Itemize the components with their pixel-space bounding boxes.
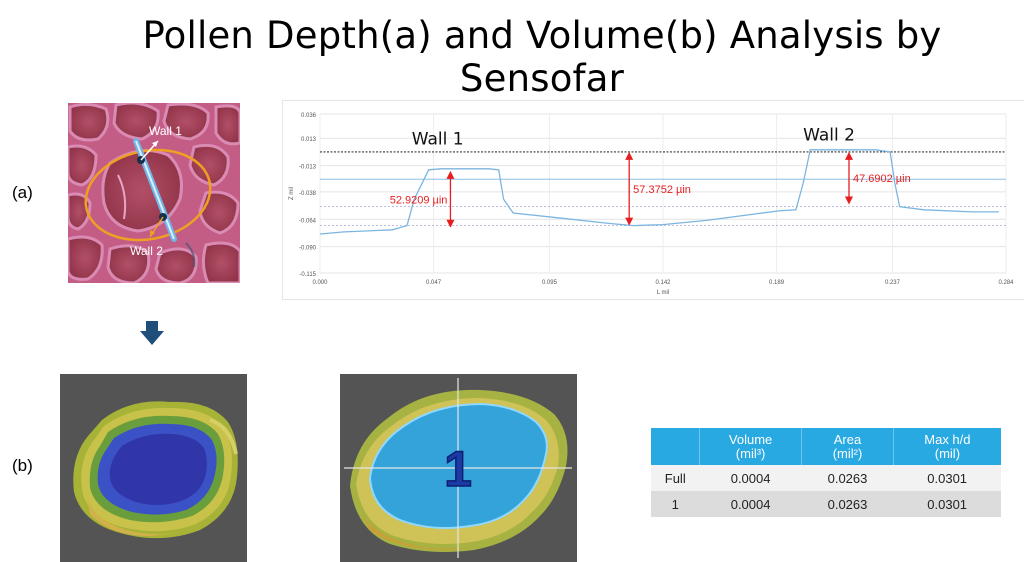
table-header-row: Volume (mil³) Area (mil²) Max h/d (mil): [651, 428, 1001, 465]
y-tick-label: -0.013: [299, 165, 317, 171]
wall-2-chart-label: Wall 2: [803, 125, 855, 145]
region-number-label: 1: [444, 441, 472, 497]
x-tick-label: 0.142: [655, 280, 671, 286]
table-row: 1 0.0004 0.0263 0.0301: [651, 491, 1001, 517]
volume-cell: 0.0004: [699, 465, 802, 491]
max-hd-cell: 0.0301: [893, 465, 1001, 491]
wall-2-label: Wall 2: [130, 244, 163, 258]
y-tick-label: -0.038: [299, 191, 317, 197]
x-tick-label: 0.000: [312, 280, 328, 286]
y-tick-label: 0.036: [301, 113, 317, 119]
pollen-microscope-image: Wall 1 Wall 2: [68, 103, 240, 283]
depth-profile-chart: 0.036 0.013 -0.013 -0.038 -0.064 -0.090 -0.115…: [282, 100, 1024, 300]
results-table: Volume (mil³) Area (mil²) Max h/d (mil) Ful…: [651, 428, 1001, 517]
table-row: Full 0.0004 0.0263 0.0301: [651, 465, 1001, 491]
wall-1-chart-label: Wall 1: [412, 130, 464, 150]
max-hd-cell: 0.0301: [893, 491, 1001, 517]
y-tick-label: -0.090: [299, 246, 317, 252]
depth-value-label: 52.9209 µin: [390, 194, 448, 206]
section-label-b: (b): [12, 456, 33, 475]
header-volume: Volume (mil³): [699, 428, 803, 465]
topography-render: [73, 401, 238, 539]
pollen-segmentation-render: 1: [340, 374, 577, 562]
x-tick-label: 0.047: [426, 280, 442, 286]
y-tick-label: 0.013: [301, 137, 317, 143]
profile-line: [319, 149, 999, 235]
header-area: Area (mil²): [801, 428, 894, 465]
header-cell-empty: [651, 428, 700, 465]
wall-1-label: Wall 1: [149, 124, 182, 138]
arrow-down-icon: [140, 321, 164, 345]
x-tick-label: 0.095: [542, 280, 558, 286]
pollen-texture: Wall 1 Wall 2: [68, 103, 240, 283]
y-tick-label: -0.115: [299, 272, 316, 278]
row-label: 1: [651, 491, 700, 517]
area-cell: 0.0263: [801, 465, 894, 491]
x-tick-label: 0.189: [769, 280, 785, 286]
depth-value-label: 57.3752 µin: [633, 184, 691, 196]
depth-profile-plot: 0.036 0.013 -0.013 -0.038 -0.064 -0.090 -0.115…: [289, 113, 1014, 296]
header-max-hd: Max h/d (mil): [893, 428, 1001, 465]
x-axis-label: L mil: [657, 290, 669, 296]
y-axis-label: Z mil: [289, 187, 295, 200]
section-label-a: (a): [12, 183, 33, 202]
y-tick-label: -0.064: [299, 218, 317, 224]
depth-value-label: 47.6902 µin: [853, 173, 911, 185]
volume-cell: 0.0004: [699, 491, 802, 517]
pollen-3d-topography: [60, 374, 247, 562]
row-label: Full: [651, 465, 700, 491]
x-tick-label: 0.237: [885, 280, 901, 286]
segmentation-render: 1: [344, 378, 572, 558]
x-tick-label: 0.284: [998, 280, 1014, 286]
page-title: Pollen Depth(a) and Volume(b) Analysis b…: [142, 14, 942, 100]
area-cell: 0.0263: [801, 491, 894, 517]
